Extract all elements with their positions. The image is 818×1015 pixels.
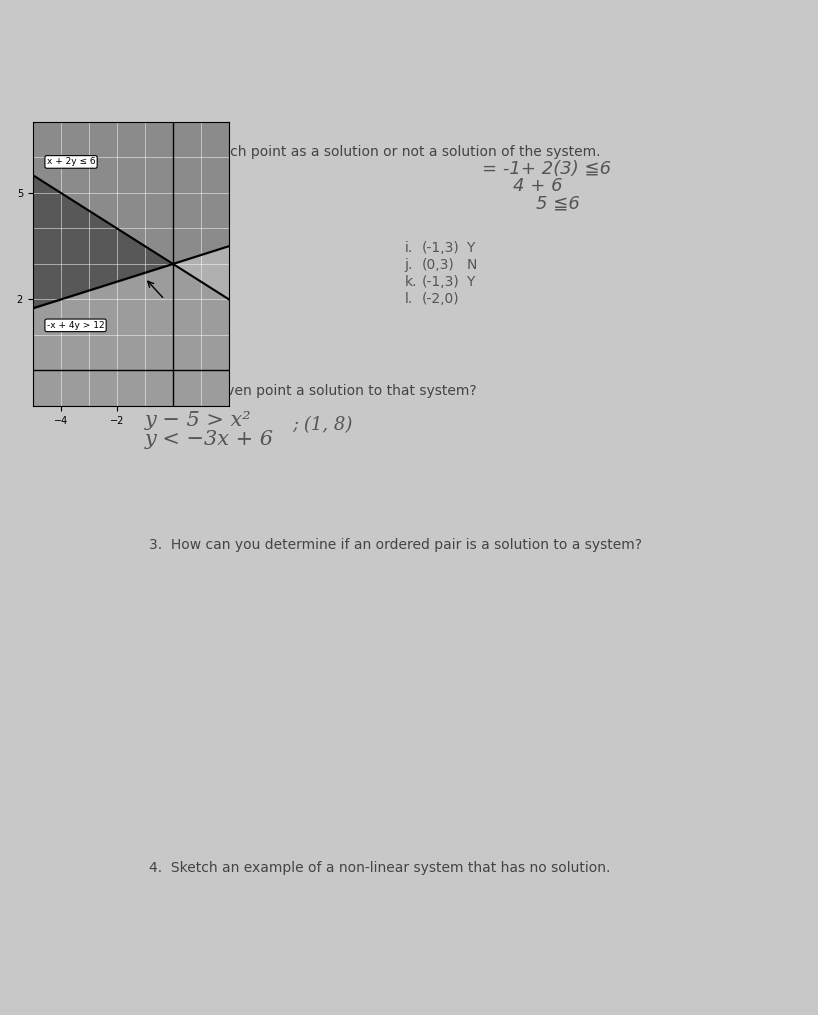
- Text: 2.  Is the given point a solution to that system?: 2. Is the given point a solution to that…: [149, 384, 476, 398]
- Text: 5 ≦6: 5 ≦6: [537, 194, 580, 212]
- Text: (-1,3): (-1,3): [421, 275, 459, 289]
- Text: l.: l.: [404, 292, 413, 306]
- Text: i.: i.: [404, 242, 413, 255]
- Text: 1.  Label each point as a solution or not a solution of the system.: 1. Label each point as a solution or not…: [149, 145, 600, 159]
- Text: (-2,0): (-2,0): [421, 292, 459, 306]
- Text: Y: Y: [466, 275, 475, 289]
- Text: 4 + 6: 4 + 6: [513, 178, 563, 195]
- Text: = -1+ 2(3) ≦6: = -1+ 2(3) ≦6: [482, 160, 611, 179]
- Text: j.: j.: [404, 258, 413, 272]
- Text: (-1,3): (-1,3): [421, 242, 459, 255]
- Text: k.: k.: [404, 275, 417, 289]
- Text: N: N: [466, 258, 477, 272]
- Text: Y: Y: [466, 242, 475, 255]
- Text: -x + 4y > 12: -x + 4y > 12: [47, 321, 105, 330]
- Text: (0,3): (0,3): [421, 258, 454, 272]
- Text: 3.  How can you determine if an ordered pair is a solution to a system?: 3. How can you determine if an ordered p…: [149, 538, 642, 551]
- Text: y − 5 > x²: y − 5 > x²: [145, 410, 251, 429]
- Text: ; (1, 8): ; (1, 8): [292, 416, 353, 434]
- Text: y < −3x + 6: y < −3x + 6: [145, 429, 274, 449]
- Text: x + 2y ≤ 6: x + 2y ≤ 6: [47, 157, 96, 166]
- Text: 4.  Sketch an example of a non-linear system that has no solution.: 4. Sketch an example of a non-linear sys…: [149, 861, 610, 875]
